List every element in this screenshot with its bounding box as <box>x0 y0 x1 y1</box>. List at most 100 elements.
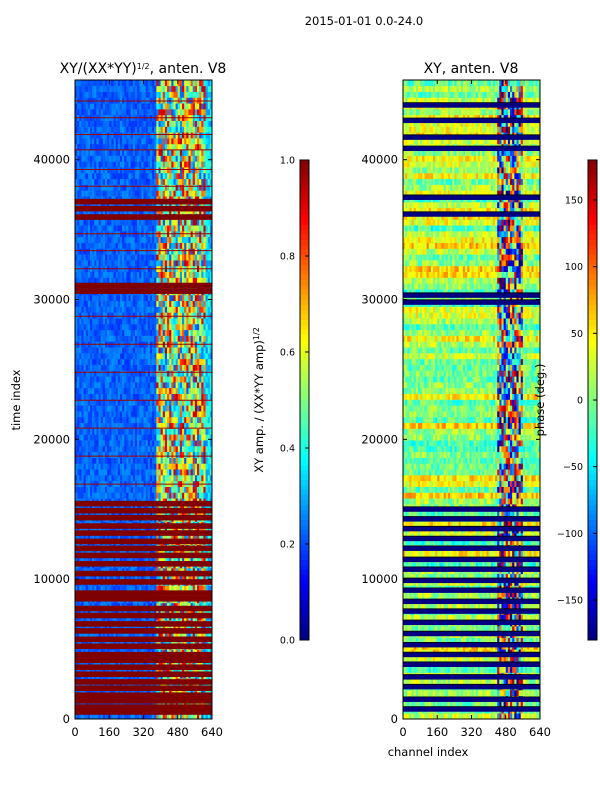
amplitude-cell <box>186 300 189 307</box>
amplitude-cell <box>188 573 191 580</box>
amplitude-cell <box>139 294 142 302</box>
amplitude-cell <box>115 504 119 511</box>
amplitude-cell <box>119 399 123 406</box>
amplitude-cell <box>205 382 209 389</box>
amplitude-cell <box>179 463 183 470</box>
amplitude-cell <box>156 405 159 412</box>
amplitude-cell <box>124 457 127 464</box>
amplitude-cell <box>94 364 97 371</box>
amplitude-cell <box>209 347 213 354</box>
amplitude-cell <box>100 451 104 458</box>
amplitude-cell <box>173 713 176 720</box>
amplitude-cell <box>182 631 185 638</box>
amplitude-cell <box>173 585 176 592</box>
amplitude-cell <box>167 416 170 424</box>
amplitude-cell <box>186 318 189 325</box>
amplitude-cell <box>113 463 116 470</box>
amplitude-cell <box>192 585 196 592</box>
amplitude-cell <box>107 271 110 278</box>
amplitude-cell <box>92 335 95 342</box>
amplitude-cell <box>182 271 185 278</box>
amplitude-cell <box>117 393 121 400</box>
amplitude-cell <box>137 277 140 284</box>
amplitude-cell <box>156 335 159 342</box>
amplitude-cell <box>199 445 202 453</box>
amplitude-cell <box>141 608 144 615</box>
amplitude-cell <box>104 364 108 371</box>
amplitude-cell <box>87 312 91 319</box>
amplitude-cell <box>147 469 151 476</box>
amplitude-cell <box>119 556 123 563</box>
amplitude-cell <box>137 370 140 377</box>
amplitude-cell <box>149 300 153 307</box>
amplitude-cell <box>92 445 95 453</box>
amplitude-cell <box>128 329 131 336</box>
amplitude-cell <box>98 463 101 470</box>
amplitude-cell <box>167 428 170 435</box>
amplitude-cell <box>167 376 170 383</box>
amplitude-cell <box>117 451 121 458</box>
amplitude-cell <box>109 556 112 563</box>
amplitude-cell <box>85 358 89 365</box>
amplitude-cell <box>171 393 174 400</box>
amplitude-cell <box>137 306 140 313</box>
amplitude-cell <box>147 277 151 284</box>
amplitude-cell <box>192 335 196 342</box>
amplitude-cell <box>158 492 161 499</box>
amplitude-cell <box>130 405 134 412</box>
amplitude-cell <box>141 300 144 307</box>
amplitude-cell <box>117 486 121 493</box>
amplitude-cell <box>117 440 121 447</box>
amplitude-cell <box>156 300 159 307</box>
amplitude-cell <box>205 475 209 482</box>
amplitude-cell <box>126 387 129 394</box>
amplitude-cell <box>117 713 121 720</box>
amplitude-cell <box>192 463 196 470</box>
amplitude-cell <box>87 469 91 476</box>
amplitude-cell <box>179 376 183 383</box>
amplitude-cell <box>85 533 89 540</box>
amplitude-cell <box>126 428 129 435</box>
amplitude-cell <box>194 573 198 580</box>
amplitude-cell <box>201 556 204 563</box>
amplitude-cell <box>167 329 170 336</box>
amplitude-cell <box>160 364 164 371</box>
amplitude-cell <box>203 323 206 331</box>
amplitude-cell <box>137 533 140 540</box>
amplitude-cell <box>194 364 198 371</box>
amplitude-cell <box>145 335 149 342</box>
amplitude-cell <box>100 486 104 493</box>
amplitude-cell <box>184 585 187 592</box>
amplitude-cell <box>134 323 138 331</box>
amplitude-cell <box>130 364 134 371</box>
amplitude-cell <box>109 405 112 412</box>
amplitude-cell <box>167 451 170 458</box>
amplitude-cell <box>160 399 164 406</box>
amplitude-cell <box>162 469 166 476</box>
amplitude-cell <box>102 504 106 511</box>
amplitude-cell <box>162 364 166 371</box>
amplitude-cell <box>179 585 183 592</box>
amplitude-cell <box>149 428 153 435</box>
amplitude-cell <box>188 318 191 325</box>
amplitude-cell <box>207 608 211 615</box>
amplitude-cell <box>182 486 185 493</box>
amplitude-cell <box>182 660 185 668</box>
amplitude-cell <box>190 306 194 313</box>
amplitude-cell <box>104 277 108 284</box>
amplitude-cell <box>179 382 183 389</box>
amplitude-cell <box>149 387 153 394</box>
amplitude-cell <box>164 329 168 336</box>
amplitude-cell <box>94 660 97 668</box>
amplitude-cell <box>92 358 95 365</box>
amplitude-cell <box>177 353 181 360</box>
amplitude-cell <box>132 312 136 319</box>
amplitude-cell <box>205 445 209 453</box>
amplitude-cell <box>171 434 174 441</box>
amplitude-cell <box>207 358 211 365</box>
amplitude-cell <box>209 492 213 499</box>
amplitude-cell <box>197 469 200 476</box>
amplitude-cell <box>81 492 84 499</box>
amplitude-title-power: 1/2 <box>137 62 150 71</box>
amplitude-cell <box>160 358 164 365</box>
